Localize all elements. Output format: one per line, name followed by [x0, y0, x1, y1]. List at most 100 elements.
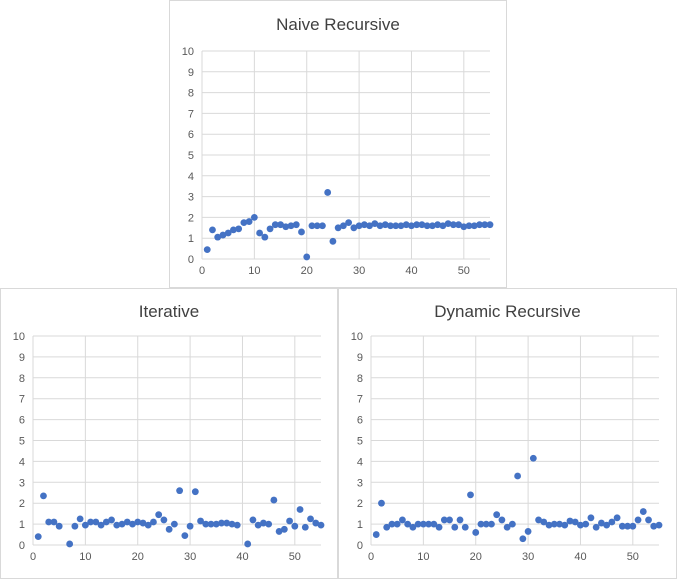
y-tick-label: 1 — [357, 519, 363, 531]
data-point — [366, 222, 373, 230]
data-point — [529, 454, 537, 462]
data-point — [271, 221, 279, 229]
data-point — [456, 516, 464, 524]
x-tick-label: 20 — [470, 551, 482, 563]
data-point — [388, 520, 396, 528]
data-point — [256, 229, 263, 237]
data-point — [102, 518, 110, 526]
data-point — [186, 522, 194, 530]
data-point — [203, 246, 211, 254]
data-point — [298, 228, 305, 236]
data-point — [71, 522, 79, 530]
scatter-plot: 0 1 2 3 4 5 6 7 8 9 10 0 10 20 30 40 50 — [351, 331, 663, 563]
data-point — [282, 223, 290, 231]
data-point — [113, 521, 121, 529]
data-point — [455, 221, 462, 229]
data-point — [425, 520, 432, 528]
y-tick-label: 8 — [19, 373, 25, 385]
data-point — [160, 516, 168, 524]
y-tick-label: 2 — [357, 498, 363, 510]
data-point — [260, 519, 267, 527]
data-point — [224, 229, 232, 237]
data-point — [467, 491, 474, 499]
data-point — [277, 221, 284, 229]
y-tick-label: 8 — [357, 373, 363, 385]
data-point — [418, 221, 426, 229]
x-tick-label: 20 — [301, 265, 313, 277]
data-point — [451, 523, 459, 531]
data-point — [535, 516, 542, 524]
data-point — [55, 522, 63, 530]
data-point — [81, 521, 89, 529]
data-point — [540, 518, 548, 526]
data-point — [493, 511, 501, 519]
data-point — [191, 488, 199, 496]
data-point — [613, 514, 621, 522]
data-point — [503, 523, 511, 531]
data-point — [202, 520, 210, 528]
data-point — [413, 221, 421, 229]
data-point — [218, 519, 225, 527]
x-tick-label: 40 — [574, 551, 586, 563]
data-point — [266, 225, 274, 233]
data-point — [587, 514, 595, 522]
data-point — [123, 518, 131, 526]
x-tick-label: 50 — [458, 265, 470, 277]
data-point — [645, 516, 652, 524]
data-point — [461, 523, 469, 531]
data-point — [129, 520, 136, 528]
data-point — [345, 219, 353, 227]
chart-dynamic-recursive: Dynamic Recursive 0 1 2 3 4 5 6 7 8 9 10 0 10 20 30 40 5… — [338, 288, 677, 579]
y-tick-label: 4 — [357, 456, 363, 468]
x-tick-label: 40 — [405, 265, 417, 277]
y-tick-label: 9 — [188, 67, 194, 79]
data-point — [34, 533, 42, 541]
x-tick-label: 0 — [30, 551, 36, 563]
data-point — [245, 218, 253, 225]
y-tick-label: 3 — [188, 192, 194, 204]
data-point — [498, 516, 506, 524]
data-point — [434, 221, 442, 229]
data-point — [439, 222, 447, 230]
data-point — [378, 499, 385, 507]
data-point — [519, 535, 527, 543]
y-tick-label: 4 — [188, 171, 194, 183]
y-tick-label: 5 — [188, 150, 194, 162]
data-point — [308, 222, 316, 230]
data-point — [514, 472, 522, 480]
x-tick-label: 10 — [248, 265, 260, 277]
data-point — [376, 222, 384, 230]
data-point — [76, 515, 84, 523]
data-point — [582, 520, 590, 528]
data-point — [393, 520, 401, 528]
data-point — [155, 511, 163, 519]
data-point — [219, 231, 227, 239]
data-point — [556, 520, 563, 528]
x-tick-label: 10 — [417, 551, 429, 563]
data-point — [629, 522, 637, 530]
data-point — [66, 540, 74, 548]
x-tick-label: 50 — [289, 551, 301, 563]
y-tick-label: 6 — [188, 129, 194, 141]
data-point — [624, 522, 631, 530]
data-point — [233, 521, 241, 529]
data-point — [387, 222, 394, 230]
data-point — [286, 517, 293, 525]
data-point — [477, 520, 485, 528]
data-point — [465, 222, 473, 230]
y-tick-label: 3 — [357, 477, 363, 489]
data-point — [608, 518, 616, 526]
data-point — [181, 532, 189, 539]
data-point — [270, 496, 278, 504]
data-point — [292, 221, 300, 229]
data-point — [508, 520, 516, 528]
data-point — [481, 221, 489, 229]
data-point — [296, 506, 304, 513]
y-tick-label: 4 — [19, 456, 25, 468]
data-point — [577, 521, 584, 529]
x-tick-label: 0 — [199, 265, 205, 277]
data-point — [244, 540, 252, 548]
data-point — [139, 519, 147, 527]
y-tick-label: 0 — [19, 540, 25, 552]
data-point — [603, 521, 611, 529]
